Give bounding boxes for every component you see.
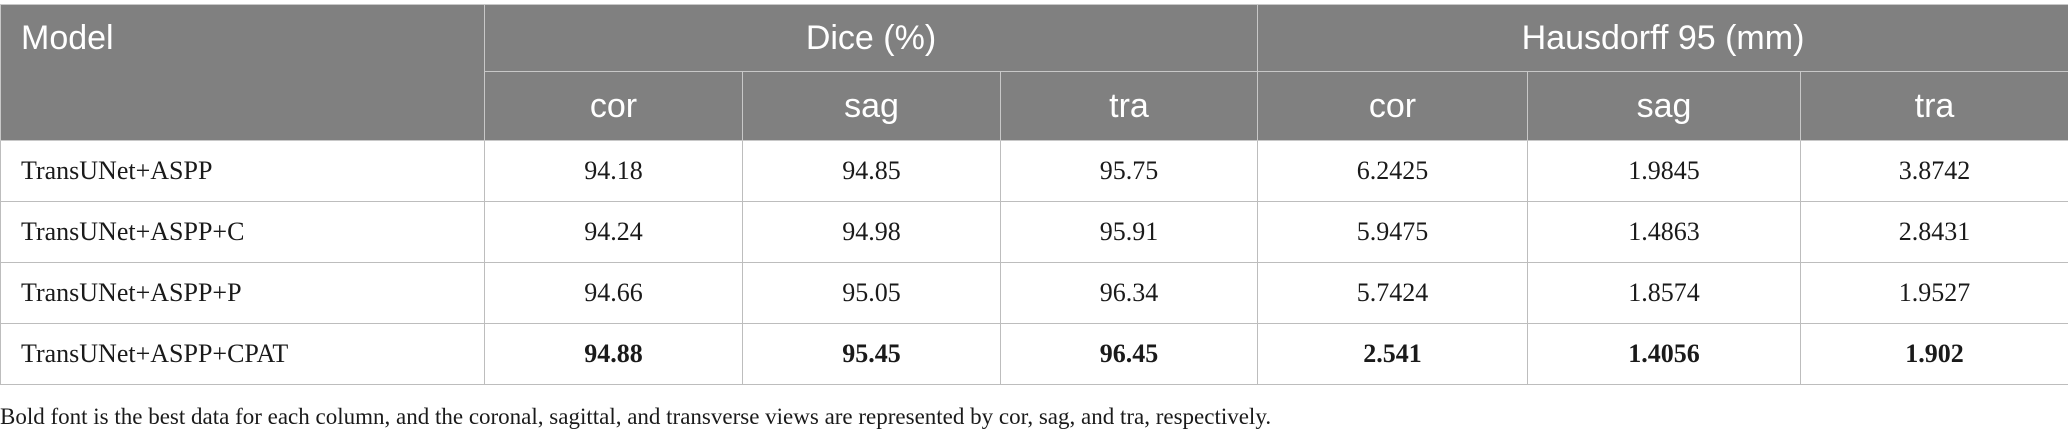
hd-sag-cell: 1.8574 <box>1527 262 1801 324</box>
dice-sag-cell: 94.85 <box>742 140 1001 202</box>
table-row: TransUNet+ASPP+P 94.66 95.05 96.34 5.742… <box>0 262 2068 324</box>
model-name-cell: TransUNet+ASPP+C <box>0 201 485 263</box>
model-column-header: Model <box>0 4 485 141</box>
dice-sag-cell: 95.45 <box>742 323 1001 385</box>
header-row-views: cor sag tra cor sag tra <box>1 71 2068 141</box>
dice-cor-header: cor <box>484 71 743 141</box>
hd-sag-cell: 1.4056 <box>1527 323 1801 385</box>
hd-tra-cell: 1.902 <box>1799 323 2068 385</box>
table-row-best: TransUNet+ASPP+CPAT 94.88 95.45 96.45 2.… <box>0 323 2068 385</box>
model-name-cell: TransUNet+ASPP+P <box>0 262 485 324</box>
dice-cor-cell: 94.88 <box>484 323 743 385</box>
model-name-cell: TransUNet+ASPP <box>0 140 485 202</box>
header-row-groups: Model Dice (%) Hausdorff 95 (mm) <box>0 4 2068 141</box>
hd-cor-cell: 2.541 <box>1257 323 1528 385</box>
table-row: TransUNet+ASPP+C 94.24 94.98 95.91 5.947… <box>0 201 2068 263</box>
hd-cor-cell: 6.2425 <box>1257 140 1528 202</box>
model-name-cell: TransUNet+ASPP+CPAT <box>0 323 485 385</box>
hd-tra-cell: 1.9527 <box>1799 262 2068 324</box>
table-footnote: Bold font is the best data for each colu… <box>0 404 1272 429</box>
dice-cor-cell: 94.66 <box>484 262 743 324</box>
dice-tra-cell: 95.91 <box>1000 201 1258 263</box>
dice-group-header: Dice (%) <box>484 4 1258 72</box>
hausdorff-group-header: Hausdorff 95 (mm) <box>1256 4 2068 72</box>
dice-tra-cell: 96.45 <box>1000 323 1258 385</box>
hd-tra-cell: 3.8742 <box>1799 140 2068 202</box>
table-row: TransUNet+ASPP 94.18 94.85 95.75 6.2425 … <box>0 140 2068 202</box>
table-body: TransUNet+ASPP 94.18 94.85 95.75 6.2425 … <box>0 140 2068 385</box>
hd-cor-header: cor <box>1257 71 1528 141</box>
table-header: Model Dice (%) Hausdorff 95 (mm) cor sag… <box>0 4 2068 141</box>
results-table: Model Dice (%) Hausdorff 95 (mm) cor sag… <box>0 4 2068 385</box>
dice-sag-header: sag <box>742 71 1001 141</box>
dice-cor-cell: 94.18 <box>484 140 743 202</box>
hd-sag-cell: 1.4863 <box>1527 201 1801 263</box>
dice-tra-cell: 95.75 <box>1000 140 1258 202</box>
dice-sag-cell: 95.05 <box>742 262 1001 324</box>
hd-tra-cell: 2.8431 <box>1799 201 2068 263</box>
dice-sag-cell: 94.98 <box>742 201 1001 263</box>
hd-sag-header: sag <box>1527 71 1801 141</box>
hd-cor-cell: 5.9475 <box>1257 201 1528 263</box>
hd-sag-cell: 1.9845 <box>1527 140 1801 202</box>
hd-tra-header: tra <box>1799 71 2068 141</box>
dice-cor-cell: 94.24 <box>484 201 743 263</box>
dice-tra-cell: 96.34 <box>1000 262 1258 324</box>
dice-tra-header: tra <box>1000 71 1258 141</box>
hd-cor-cell: 5.7424 <box>1257 262 1528 324</box>
